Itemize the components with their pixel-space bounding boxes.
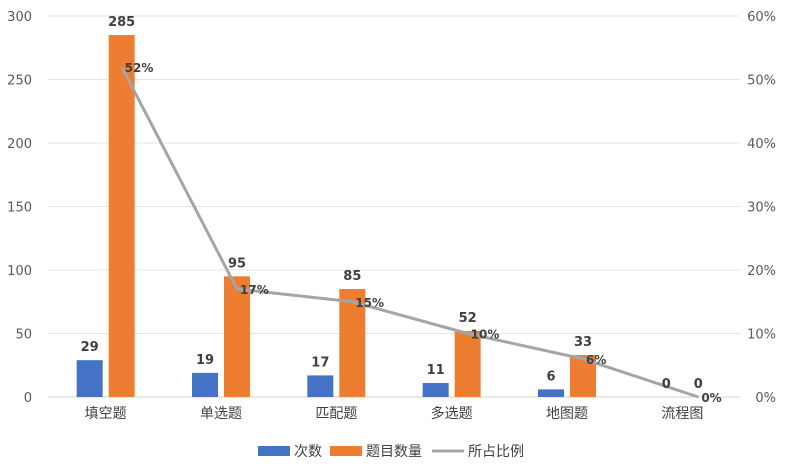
question-count-data-label: 33 <box>574 335 592 350</box>
right-tick-label: 20% <box>747 264 776 279</box>
legend: 次数 题目数量 所占比例 <box>258 444 524 460</box>
count-bar <box>192 372 218 397</box>
question-count-bar <box>224 276 250 397</box>
legend-label: 题目数量 <box>366 444 422 460</box>
count-data-label: 0 <box>662 377 671 392</box>
right-axis-ticks: 0% 10% 20% 30% 40% 50% 60% <box>747 10 776 406</box>
legend-swatch <box>330 446 362 456</box>
right-tick-label: 60% <box>747 10 776 25</box>
ratio-data-label: 10% <box>471 328 500 342</box>
question-count-data-label: 52 <box>459 311 477 326</box>
legend-label: 次数 <box>294 444 322 460</box>
question-count-bar <box>339 289 366 397</box>
category-label: 地图题 <box>546 406 588 422</box>
right-tick-label: 10% <box>747 328 776 343</box>
question-count-data-label: 285 <box>108 15 135 30</box>
ratio-series-line <box>120 66 699 399</box>
ratio-data-label: 0% <box>701 391 721 405</box>
question-count-bar <box>108 35 135 398</box>
x-axis-categories: 填空题 单选题 匹配题 多选题 地图题 流程图 <box>85 405 704 422</box>
left-tick-label: 150 <box>7 201 32 216</box>
category-label: 填空题 <box>85 406 127 422</box>
count-data-label: 19 <box>196 353 214 368</box>
right-tick-label: 30% <box>747 201 776 216</box>
category-label: 单选题 <box>200 406 242 422</box>
right-tick-label: 0% <box>755 391 776 406</box>
count-bar <box>422 383 449 397</box>
count-data-label: 17 <box>311 355 329 370</box>
left-tick-label: 200 <box>7 137 32 152</box>
left-tick-label: 100 <box>7 264 32 279</box>
bars <box>76 35 596 398</box>
count-bar <box>307 375 334 397</box>
count-data-label: 29 <box>81 340 99 355</box>
ratio-data-label: 17% <box>240 283 269 297</box>
ratio-line <box>120 66 699 399</box>
question-count-data-label: 95 <box>228 256 246 271</box>
gridlines <box>48 15 740 398</box>
category-label: 多选题 <box>431 405 473 422</box>
left-tick-label: 250 <box>7 74 32 89</box>
right-tick-label: 50% <box>747 74 776 89</box>
category-label: 流程图 <box>661 406 703 422</box>
count-bar <box>76 360 103 397</box>
ratio-data-label: 52% <box>125 61 154 75</box>
left-tick-label: 0 <box>24 391 32 406</box>
count-data-label: 6 <box>546 369 555 384</box>
question-count-bar <box>454 330 481 397</box>
ratio-data-label: 15% <box>355 296 384 310</box>
left-tick-label: 300 <box>7 10 32 25</box>
right-tick-label: 40% <box>747 137 776 152</box>
ratio-data-label: 6% <box>586 353 606 367</box>
question-count-data-label: 0 <box>694 377 703 392</box>
category-label: 匹配题 <box>315 406 357 422</box>
data-labels: 29 19 17 11 6 0 285 95 85 52 33 0 52% 17% 15% 10% 6% 0% <box>81 15 722 405</box>
legend-label: 所占比例 <box>468 444 524 460</box>
legend-swatch <box>258 446 290 456</box>
question-count-data-label: 85 <box>343 269 361 284</box>
count-bar <box>538 389 564 397</box>
count-data-label: 11 <box>427 363 445 378</box>
left-axis-ticks: 0 50 100 150 200 250 300 <box>7 10 32 406</box>
left-tick-label: 50 <box>15 328 32 343</box>
